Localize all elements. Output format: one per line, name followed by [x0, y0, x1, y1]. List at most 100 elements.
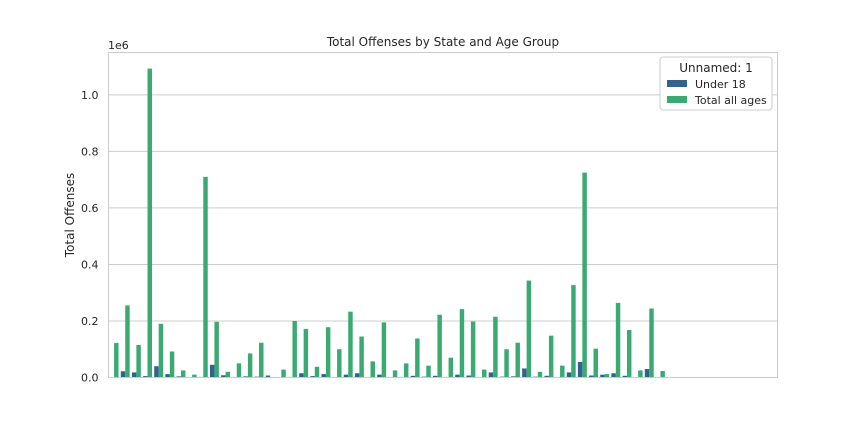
bar-total-all-ages	[158, 323, 164, 378]
bar-under-18	[165, 374, 170, 378]
legend-label-total-all-ages: Total all ages	[694, 94, 767, 107]
y-tick-label: 0.6	[81, 202, 99, 215]
bar-total-all-ages	[493, 316, 498, 378]
bar-under-18	[221, 375, 226, 378]
bar-total-all-ages	[292, 320, 297, 378]
bar-under-18	[120, 371, 126, 378]
bar-under-18	[466, 375, 471, 378]
bar-under-18	[354, 373, 360, 378]
y-tick-label: 0.2	[81, 315, 99, 328]
bar-under-18	[410, 375, 416, 378]
bar-under-18	[209, 364, 215, 378]
bar-total-all-ages	[437, 314, 442, 378]
bar-total-all-ages	[303, 328, 309, 378]
legend-title: Unnamed: 1	[679, 61, 753, 75]
bar-total-all-ages	[192, 374, 197, 378]
bar-total-all-ages	[114, 343, 119, 378]
bar-under-18	[511, 376, 516, 378]
bar-under-18	[488, 372, 494, 378]
y-tick-labels: 0.0 0.2 0.4 0.6 0.8 1.0	[81, 89, 99, 385]
bar-total-all-ages	[214, 321, 219, 378]
bar-total-all-ages	[359, 336, 364, 378]
bar-total-all-ages	[125, 305, 130, 378]
bar-total-all-ages	[314, 366, 320, 378]
bar-total-all-ages	[649, 308, 654, 378]
bar-total-all-ages	[225, 371, 231, 378]
bar-total-all-ages	[370, 361, 375, 378]
bar-total-all-ages	[571, 285, 576, 378]
bar-total-all-ages	[337, 349, 342, 378]
y-axis-label: Total Offenses	[63, 173, 77, 258]
bar-total-all-ages	[660, 371, 665, 378]
y-tick-label: 0.0	[81, 372, 99, 385]
bars	[109, 68, 665, 378]
bar-total-all-ages	[259, 342, 264, 378]
chart-title: Total Offenses by State and Age Group	[326, 35, 559, 49]
bar-total-all-ages	[415, 338, 420, 378]
bar-under-18	[589, 375, 594, 378]
bar-total-all-ages	[548, 335, 554, 378]
bar-under-18	[343, 374, 349, 378]
bar-total-all-ages	[626, 330, 632, 378]
legend-swatch-under-18	[667, 80, 687, 87]
bar-total-all-ages	[482, 369, 487, 378]
bar-total-all-ages	[281, 369, 286, 378]
legend: Unnamed: 1 Under 18 Total all ages	[659, 56, 773, 111]
bar-under-18	[299, 373, 304, 378]
bar-total-all-ages	[247, 353, 253, 378]
bar-under-18	[154, 366, 159, 378]
bar-under-18	[377, 374, 382, 378]
bar-under-18	[622, 375, 627, 378]
bar-total-all-ages	[403, 363, 409, 378]
bar-under-18	[265, 375, 271, 378]
bar-under-18	[566, 372, 572, 378]
bar-total-all-ages	[470, 321, 476, 378]
bar-total-all-ages	[560, 365, 565, 378]
bar-under-18	[243, 376, 248, 378]
bar-under-18	[310, 376, 315, 378]
bar-total-all-ages	[537, 371, 543, 378]
bar-total-all-ages	[392, 370, 398, 378]
bar-total-all-ages	[136, 345, 141, 378]
y-tick-label: 0.4	[81, 258, 99, 271]
bar-total-all-ages	[203, 176, 208, 378]
legend-box	[659, 56, 773, 111]
bar-total-all-ages	[169, 351, 175, 378]
bar-total-all-ages	[348, 311, 353, 378]
bar-under-18	[644, 369, 650, 378]
bar-under-18	[455, 374, 460, 378]
bar-under-18	[176, 376, 181, 378]
bar-total-all-ages	[459, 309, 465, 378]
bar-total-all-ages	[504, 349, 509, 378]
bar-total-all-ages	[325, 327, 331, 378]
legend-swatch-total-all-ages	[667, 96, 687, 103]
bar-under-18	[600, 374, 605, 378]
bar-under-18	[131, 372, 137, 378]
bar-total-all-ages	[526, 280, 532, 378]
y-tick-label: 0.8	[81, 145, 99, 158]
bar-under-18	[432, 375, 438, 378]
bar-total-all-ages	[381, 322, 387, 378]
y-offset-text: 1e6	[108, 39, 129, 52]
bar-total-all-ages	[236, 363, 242, 378]
bar-total-all-ages	[615, 302, 621, 378]
bar-total-all-ages	[180, 370, 186, 378]
bar-total-all-ages	[147, 68, 152, 378]
plot-frame	[108, 52, 778, 378]
legend-label-under-18: Under 18	[695, 78, 746, 91]
bar-total-all-ages	[604, 374, 610, 378]
bar-under-18	[544, 375, 549, 378]
bar-total-all-ages	[426, 365, 431, 378]
bar-total-all-ages	[638, 370, 643, 378]
bar-under-18	[321, 374, 326, 378]
bar-under-18	[611, 373, 616, 378]
bar-total-all-ages	[515, 342, 520, 378]
bar-under-18	[522, 368, 527, 378]
bar-under-18	[577, 361, 583, 378]
bar-under-18	[143, 376, 148, 378]
bar-total-all-ages	[448, 357, 454, 378]
bar-total-all-ages	[593, 348, 598, 378]
y-tick-label: 1.0	[81, 89, 99, 102]
bar-total-all-ages	[582, 172, 587, 378]
